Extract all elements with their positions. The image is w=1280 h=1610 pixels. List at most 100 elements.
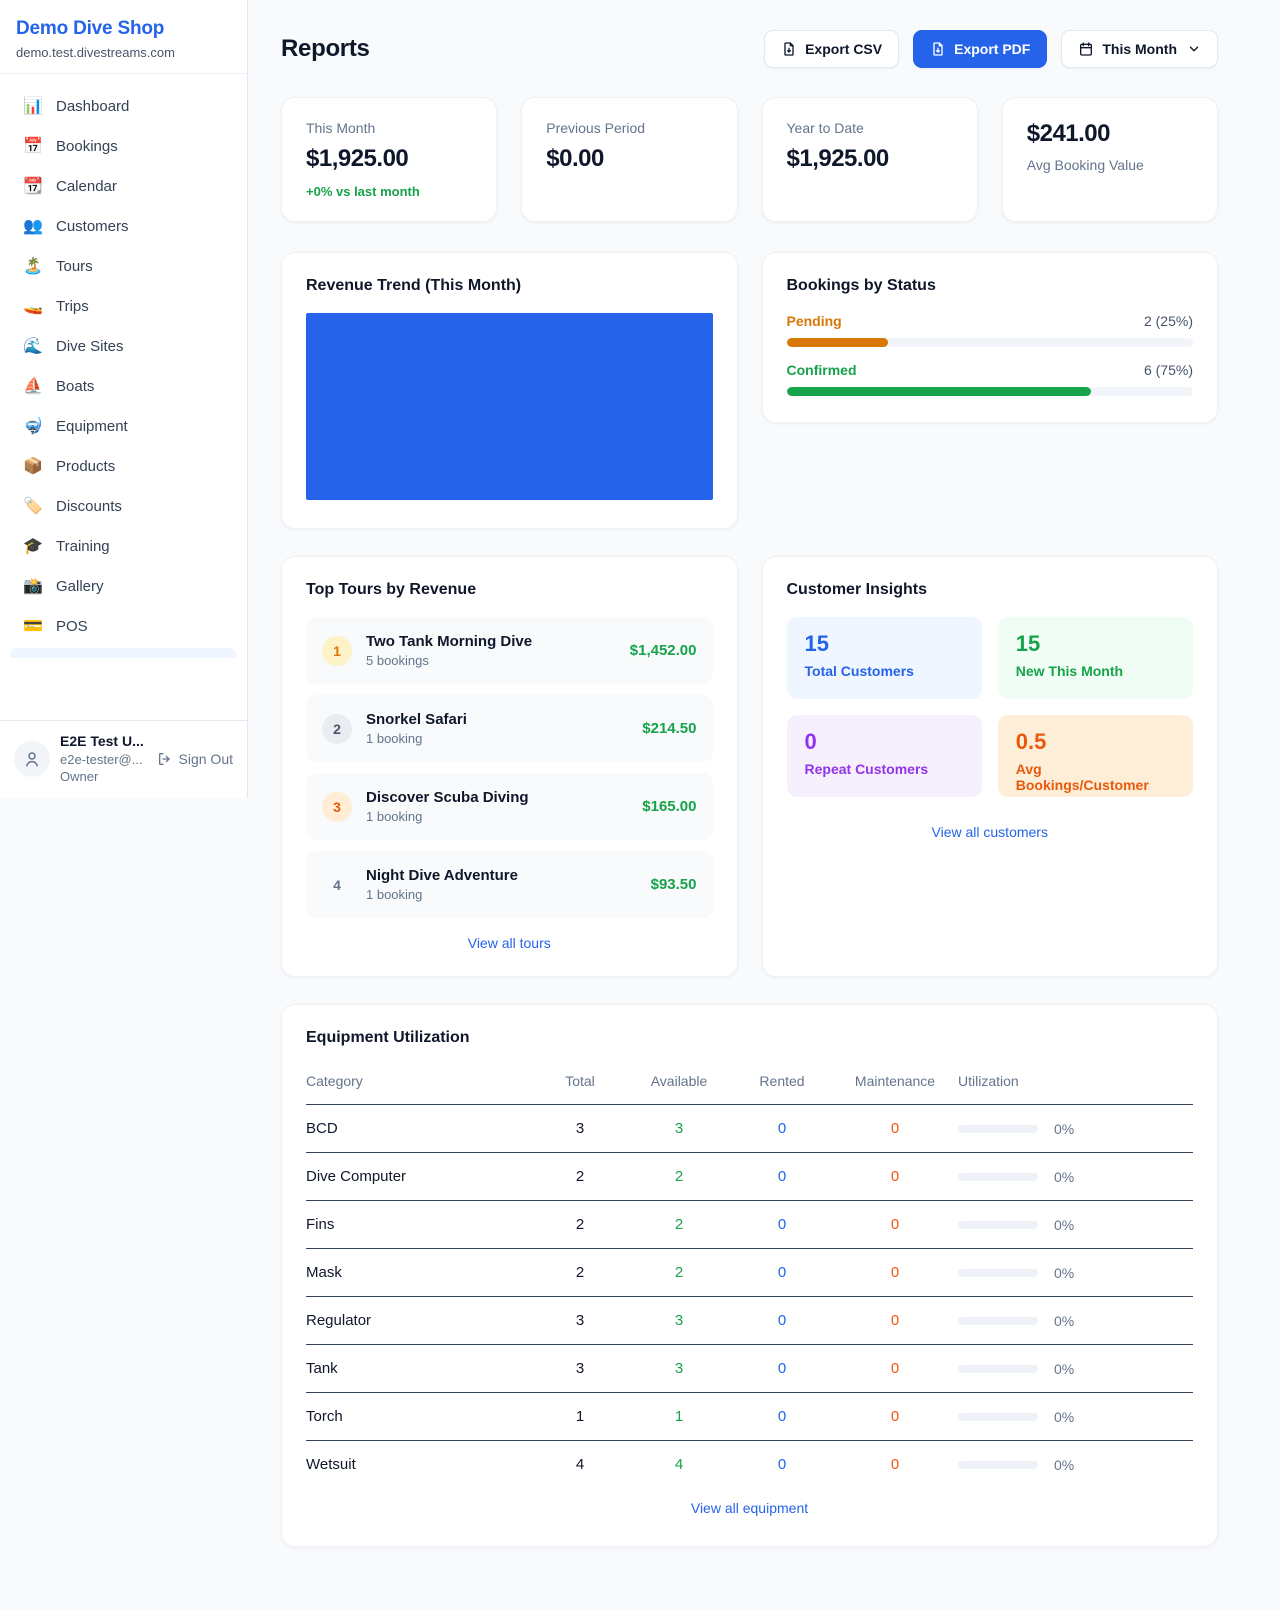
insight-label: Repeat Customers — [804, 761, 929, 777]
people-icon: 👥 — [23, 218, 43, 235]
card-title: Customer Insights — [786, 581, 927, 598]
avatar — [14, 740, 50, 777]
sidebar-item-products[interactable]: 📦 Products — [10, 446, 237, 486]
cell-rented: 0 — [777, 1456, 787, 1473]
charts-row: Revenue Trend (This Month) Bookings by S… — [281, 252, 1218, 529]
table-row: Wetsuit 4 4 0 0 0% — [306, 1441, 1193, 1484]
insight-value: 0 — [804, 729, 817, 754]
tour-revenue: $1,452.00 — [629, 642, 697, 659]
island-icon: 🏝️ — [23, 258, 43, 275]
insight-tile-repeat-customers: 0 Repeat Customers — [786, 715, 982, 797]
sidebar-item-training[interactable]: 🎓 Training — [10, 526, 237, 566]
page-header: Reports Export CSV Export PDF — [281, 30, 1218, 68]
table-row: Fins 2 2 0 0 0% — [306, 1200, 1193, 1249]
card-title: Top Tours by Revenue — [306, 581, 477, 598]
tour-name: Two Tank Morning Dive — [366, 633, 533, 650]
rank-badge: 2 — [322, 713, 352, 744]
progress-track — [786, 387, 1193, 396]
tour-revenue: $93.50 — [650, 876, 697, 893]
sidebar-item-reports-active-partial[interactable] — [10, 648, 237, 658]
cell-total: 3 — [534, 1296, 626, 1345]
brand-domain: demo.test.divestreams.com — [16, 45, 175, 60]
header-actions: Export CSV Export PDF This Month — [764, 30, 1218, 68]
tour-name: Discover Scuba Diving — [366, 789, 529, 806]
tour-list-item: 3 Discover Scuba Diving 1 booking $165.0… — [306, 773, 713, 840]
cell-maintenance: 0 — [832, 1248, 958, 1297]
sign-out-button[interactable]: Sign Out — [157, 751, 233, 767]
utilization-bar — [958, 1316, 1038, 1325]
cell-category: Dive Computer — [306, 1152, 534, 1201]
cell-total: 2 — [534, 1152, 626, 1201]
sidebar-item-bookings[interactable]: 📅 Bookings — [10, 126, 237, 166]
sidebar-item-pos[interactable]: 💳 POS — [10, 606, 237, 646]
column-header-category: Category — [306, 1065, 534, 1105]
export-pdf-button[interactable]: Export PDF — [913, 30, 1048, 68]
stat-card-previous-period: Previous Period $0.00 — [521, 97, 738, 222]
sidebar-item-dive-sites[interactable]: 🌊 Dive Sites — [10, 326, 237, 366]
cell-available: 4 — [674, 1456, 684, 1473]
progress-fill — [786, 338, 889, 347]
cell-total: 4 — [575, 1456, 585, 1473]
progress-fill — [786, 387, 1092, 396]
sidebar-item-label: Trips — [56, 297, 89, 315]
tear-off-calendar-icon: 📆 — [23, 178, 43, 195]
camera-icon: 📸 — [23, 578, 43, 595]
sidebar-item-boats[interactable]: ⛵ Boats — [10, 366, 237, 406]
brand-name[interactable]: Demo Dive Shop — [16, 18, 165, 39]
bookings-by-status-card: Bookings by Status Pending 2 (25%) Confi… — [761, 252, 1218, 423]
stat-card-avg-booking-value: $241.00 Avg Booking Value — [1001, 97, 1218, 222]
sidebar-item-dashboard[interactable]: 📊 Dashboard — [10, 86, 237, 126]
card-title: Revenue Trend (This Month) — [306, 277, 522, 294]
diving-mask-icon: 🤿 — [23, 418, 43, 435]
insight-tile-new-this-month: 15 New This Month — [997, 617, 1193, 699]
stats-row: This Month $1,925.00 +0% vs last month P… — [281, 97, 1218, 222]
sidebar-item-discounts[interactable]: 🏷️ Discounts — [10, 486, 237, 526]
cell-rented: 0 — [732, 1104, 832, 1153]
cell-available: 2 — [626, 1248, 732, 1297]
sidebar-item-calendar[interactable]: 📆 Calendar — [10, 166, 237, 206]
cell-maintenance: 0 — [832, 1200, 958, 1249]
export-csv-button[interactable]: Export CSV — [764, 30, 900, 68]
table-row: Torch 1 1 0 0 0% — [306, 1392, 1193, 1441]
utilization-bar — [958, 1220, 1038, 1229]
cell-total: 1 — [534, 1392, 626, 1441]
cell-rented: 0 — [732, 1152, 832, 1201]
revenue-trend-card: Revenue Trend (This Month) — [281, 252, 738, 529]
calendar-icon: 📅 — [23, 138, 43, 155]
insight-label: Avg Bookings/Customer — [1015, 761, 1149, 793]
stat-label: Previous Period — [546, 120, 646, 136]
period-label: This Month — [1102, 41, 1177, 57]
insights-row: Top Tours by Revenue 1 Two Tank Morning … — [281, 556, 1218, 977]
cell-available: 2 — [626, 1152, 732, 1201]
cell-utilization: 0% — [1054, 1456, 1075, 1473]
period-dropdown[interactable]: This Month — [1061, 30, 1218, 68]
user-icon — [26, 751, 38, 766]
sidebar-item-tours[interactable]: 🏝️ Tours — [10, 246, 237, 286]
view-all-customers-link[interactable]: View all customers — [931, 824, 1048, 840]
sidebar-item-equipment[interactable]: 🤿 Equipment — [10, 406, 237, 446]
sidebar-item-label: Calendar — [56, 177, 117, 195]
sidebar-item-gallery[interactable]: 📸 Gallery — [10, 566, 237, 606]
cell-category: BCD — [306, 1104, 534, 1153]
user-info: E2E Test U... e2e-tester@... Sign Out Ow… — [60, 733, 233, 784]
equipment-utilization-card: Equipment Utilization Category Total Ava… — [281, 1004, 1218, 1547]
sidebar-item-trips[interactable]: 🚤 Trips — [10, 286, 237, 326]
cell-total: 3 — [534, 1104, 626, 1153]
tour-revenue: $165.00 — [642, 798, 697, 815]
export-csv-label: Export CSV — [805, 41, 883, 57]
stat-value: $241.00 — [1026, 120, 1111, 147]
view-all-tours-link[interactable]: View all tours — [467, 935, 551, 951]
cell-rented: 0 — [732, 1392, 832, 1441]
cell-maintenance: 0 — [832, 1344, 958, 1393]
utilization-bar — [958, 1412, 1038, 1421]
table-header-row: Category Total Available Rented Maintena… — [306, 1065, 1193, 1105]
sidebar-item-customers[interactable]: 👥 Customers — [10, 206, 237, 246]
table-row: Dive Computer 2 2 0 0 0% — [306, 1152, 1193, 1201]
stat-value: $1,925.00 — [306, 145, 409, 172]
stat-label: This Month — [306, 120, 376, 136]
cell-category: Mask — [306, 1248, 534, 1297]
tour-bookings: 1 booking — [366, 809, 423, 824]
cell-available: 1 — [626, 1392, 732, 1441]
sidebar-item-label: Boats — [56, 377, 95, 395]
view-all-equipment-link[interactable]: View all equipment — [690, 1500, 809, 1516]
